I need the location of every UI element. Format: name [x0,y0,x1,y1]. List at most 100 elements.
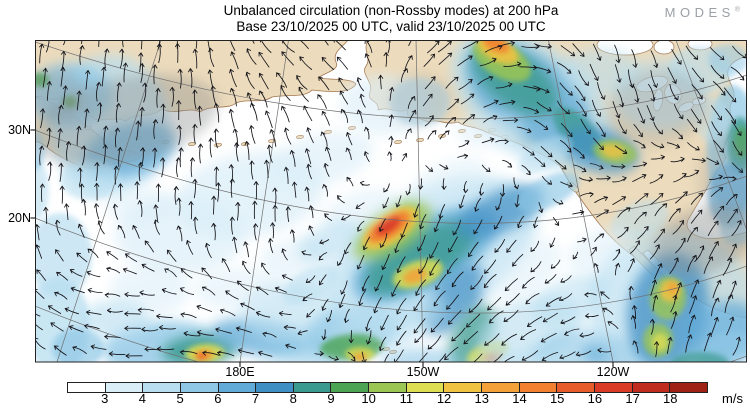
wind-arrow [710,316,719,336]
colorbar-tick: 3 [101,391,109,406]
parallel [35,129,747,224]
wind-arrow [230,51,239,70]
wind-arrow [178,147,184,168]
wind-arrow [258,90,268,108]
colorbar-tick: 14 [512,391,527,406]
wind-arrow [520,329,537,340]
wind-arrow [84,323,100,330]
wind-arrow [712,81,726,96]
wind-arrow [283,324,296,330]
wind-arrow [219,308,236,317]
wind-arrow [101,66,107,87]
wind-arrow [612,101,621,119]
wind-arrow [36,269,47,281]
parallel [35,305,747,362]
wind-arrow [122,267,137,275]
wind-arrow [532,216,538,229]
speed-blob [482,40,510,53]
wind-arrow [530,261,542,273]
wind-arrow [408,109,417,122]
wind-arrow [174,40,180,49]
wind-arrow [691,84,703,100]
wind-arrow [77,223,85,238]
wind-arrow [117,183,124,202]
wind-arrow [668,208,681,222]
wind-arrow [732,336,741,356]
wind-arrow [500,184,506,197]
wind-arrow [435,273,447,291]
colorbar-tick: 12 [436,391,452,406]
graticule-lines [35,40,747,362]
wind-arrow [610,163,626,169]
wind-arrow [378,74,384,90]
wind-arrow [122,62,128,83]
wind-arrow [124,253,138,262]
wind-arrow [124,325,142,331]
wind-arrow [559,351,576,360]
wind-arrow [208,47,215,67]
wind-arrow [97,220,105,235]
wind-arrow [578,176,593,182]
wind-arrow [320,131,328,147]
speed-blob [282,265,338,305]
wind-arrow [627,258,635,272]
wind-arrow [713,139,724,153]
wind-arrow [690,192,703,205]
wind-arrow [710,105,722,121]
wind-arrow [245,71,255,89]
speed-blob [447,305,497,362]
wind-arrow [451,327,466,342]
wind-arrow [116,82,122,103]
wind-arrow [141,326,159,332]
wind-arrow [526,316,543,327]
colorbar-cell [557,383,595,392]
wind-arrow [35,337,46,350]
wind-arrow [534,43,552,49]
wind-arrow [521,164,531,176]
wind-arrow [396,330,407,346]
wind-arrow [217,350,235,357]
wind-arrow [35,288,45,299]
wind-arrow [242,260,251,275]
wind-arrow [573,147,585,159]
wind-arrow [321,56,335,70]
wind-arrow [667,67,677,84]
wind-arrow [460,93,475,105]
wind-arrow [685,45,699,60]
wind-arrow [55,219,61,236]
wind-arrow [650,50,659,68]
wind-arrow [235,326,252,333]
wind-arrow [240,302,255,311]
colorbar-cell [444,383,483,392]
wind-arrow [726,193,738,206]
wind-arrow [652,295,659,312]
wind-arrow [522,276,535,289]
wind-arrow [391,280,401,297]
wind-arrow [192,89,198,110]
wind-arrow [106,308,124,314]
wind-arrow [155,183,161,203]
wind-arrow [468,298,483,313]
wind-arrow [487,296,502,311]
wind-arrow [156,346,175,352]
wind-arrow [79,183,85,202]
wind-arrow [196,304,212,312]
wind-arrow [671,48,682,65]
wind-arrow [447,98,460,111]
wind-arrow [108,351,126,357]
wind-arrow [140,40,146,50]
wind-arrow [323,162,330,177]
wind-arrow [317,94,327,109]
wind-arrow [280,85,291,101]
wind-arrow [400,68,409,83]
wind-arrow [232,128,238,148]
meridian [415,40,424,362]
wind-arrow [670,156,685,163]
wind-arrow [617,207,631,218]
wind-arrow [340,108,349,123]
wind-arrow [722,176,737,182]
wind-arrow [43,206,49,225]
wind-arrow [258,350,273,357]
wind-arrow [674,282,683,301]
